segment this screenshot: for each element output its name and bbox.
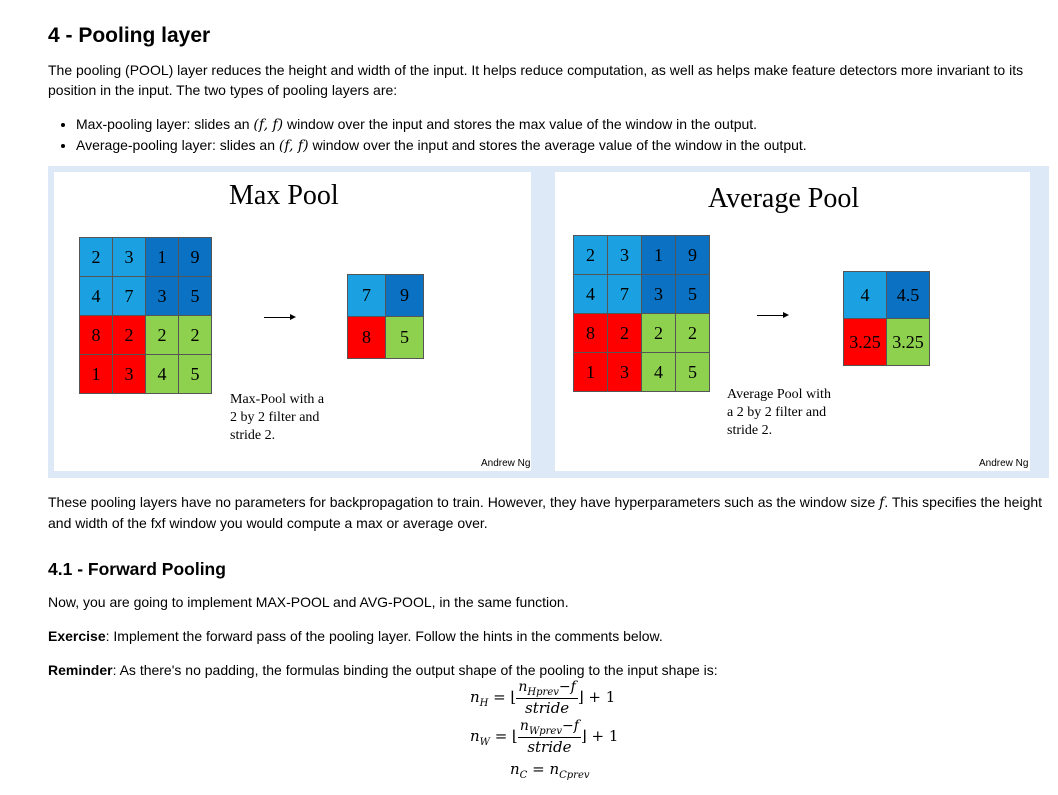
grid-cell: 5	[178, 276, 212, 316]
implement-paragraph: Now, you are going to implement MAX-POOL…	[48, 594, 569, 610]
grid-cell: 3	[145, 276, 179, 316]
grid-cell: 2	[112, 315, 146, 355]
grid-cell: 2	[573, 235, 608, 275]
grid-cell: 4	[843, 271, 887, 319]
max-pool-caption: Max-Pool with a 2 by 2 filter and stride…	[230, 392, 325, 443]
grid-cell: 5	[675, 352, 710, 392]
grid-cell: 9	[178, 237, 212, 277]
grid-cell: 3	[607, 235, 642, 275]
grid-cell: 2	[641, 313, 676, 353]
pooling-figure: Max Pool 2 3 1 9 4 7 3 5 8 2 2 2 1	[48, 166, 1049, 478]
pooling-types-list: Max-pooling layer: slides an (f, f) wind…	[48, 114, 1058, 156]
exercise-paragraph: Exercise: Implement the forward pass of …	[48, 628, 663, 644]
grid-cell: 1	[573, 352, 608, 392]
equation-nW: nW = ⌊ nWprev−f stride ⌋ + 1	[470, 718, 619, 756]
max-pool-output-grid: 7 9 8 5	[347, 274, 424, 359]
intro-paragraph: The pooling (POOL) layer reduces the hei…	[48, 62, 1024, 98]
equation-nH: nH = ⌊ nHprev−f stride ⌋ + 1	[470, 679, 616, 717]
grid-cell: 2	[607, 313, 642, 353]
avg-pool-input-grid: 2 3 1 9 4 7 3 5 8 2 2 2 1 3 4 5	[573, 235, 710, 392]
avg-pool-caption: Average Pool with a 2 by 2 filter and st…	[727, 387, 831, 438]
max-pool-panel: Max Pool 2 3 1 9 4 7 3 5 8 2 2 2 1	[54, 172, 531, 471]
grid-cell: 2	[675, 313, 710, 353]
grid-cell: 4.5	[886, 271, 930, 319]
fraction: nWprev−f stride	[517, 718, 581, 756]
max-pool-credit: Andrew Ng	[481, 458, 531, 469]
hyperparameters-paragraph: These pooling layers have no parameters …	[48, 494, 1043, 531]
grid-cell: 3	[112, 237, 146, 277]
grid-cell: 4	[641, 352, 676, 392]
reminder-paragraph: Reminder: As there's no padding, the for…	[48, 662, 718, 678]
grid-cell: 1	[79, 354, 113, 394]
fraction: nHprev−f stride	[516, 679, 578, 717]
list-item: Max-pooling layer: slides an (f, f) wind…	[76, 114, 1058, 135]
equation-nC: nC = nCprev	[510, 760, 590, 781]
max-pool-title: Max Pool	[229, 180, 339, 211]
grid-cell: 3	[641, 274, 676, 314]
grid-cell: 8	[79, 315, 113, 355]
avg-pool-credit: Andrew Ng	[979, 458, 1029, 469]
grid-cell: 7	[112, 276, 146, 316]
grid-cell: 4	[145, 354, 179, 394]
grid-cell: 8	[347, 316, 386, 359]
grid-cell: 5	[675, 274, 710, 314]
avg-pool-panel: Average Pool 2 3 1 9 4 7 3 5 8 2 2 2 1	[555, 172, 1030, 471]
grid-cell: 2	[145, 315, 179, 355]
subsection-heading: 4.1 - Forward Pooling	[48, 559, 226, 579]
grid-cell: 5	[385, 316, 424, 359]
grid-cell: 5	[178, 354, 212, 394]
grid-cell: 3	[607, 352, 642, 392]
grid-cell: 1	[641, 235, 676, 275]
grid-cell: 9	[675, 235, 710, 275]
avg-pool-title: Average Pool	[708, 183, 860, 214]
grid-cell: 4	[573, 274, 608, 314]
grid-cell: 3.25	[843, 318, 887, 366]
right-arrow-icon	[757, 312, 789, 318]
max-pool-input-grid: 2 3 1 9 4 7 3 5 8 2 2 2 1 3 4 5	[79, 237, 212, 394]
grid-cell: 7	[607, 274, 642, 314]
section-heading: 4 - Pooling layer	[48, 24, 211, 47]
grid-cell: 1	[145, 237, 179, 277]
grid-cell: 8	[573, 313, 608, 353]
list-item: Average-pooling layer: slides an (f, f) …	[76, 135, 1058, 156]
grid-cell: 2	[79, 237, 113, 277]
grid-cell: 3.25	[886, 318, 930, 366]
grid-cell: 4	[79, 276, 113, 316]
right-arrow-icon	[264, 314, 296, 320]
grid-cell: 7	[347, 274, 386, 317]
grid-cell: 2	[178, 315, 212, 355]
grid-cell: 3	[112, 354, 146, 394]
avg-pool-output-grid: 4 4.5 3.25 3.25	[843, 271, 930, 366]
grid-cell: 9	[385, 274, 424, 317]
